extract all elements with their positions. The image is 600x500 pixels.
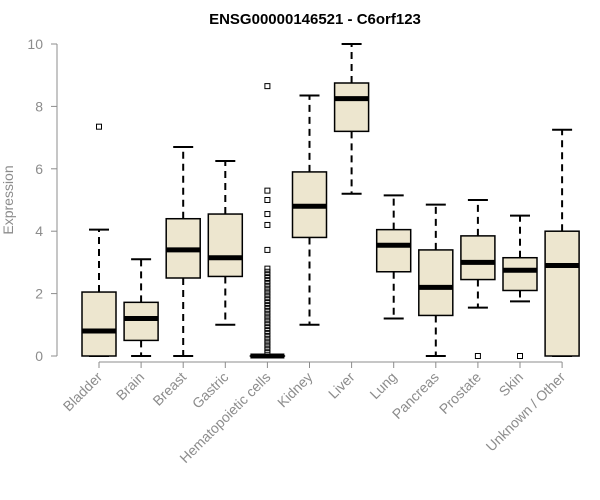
outlier-point [264,221,271,228]
outlier-point [264,187,271,194]
x-tick-label: Lung [366,369,399,402]
outlier-point [264,268,271,275]
y-tick-label: 4 [35,223,43,239]
box-unknown-other [544,128,580,357]
y-tick-label: 10 [27,36,43,52]
x-tick-label: Kidney [274,369,316,411]
outlier-point [264,340,271,347]
x-tick-label: Brain [113,369,147,403]
iqr-box [460,235,496,281]
outlier-point [264,197,271,203]
x-tick-label: Bladder [60,369,106,415]
y-axis: 0 2 4 6 8 10 [27,36,58,364]
outlier-point [264,281,271,288]
outlier-point [264,284,271,291]
y-tick-label: 8 [35,98,43,114]
plot-area [81,43,580,359]
y-tick-label: 2 [35,286,43,302]
x-tick-label: Skin [496,369,527,400]
x-tick-label: Liver [325,369,358,402]
outlier-point [264,275,271,281]
iqr-box [123,301,159,342]
outlier-point [264,271,271,278]
x-tick-label: Pancreas [389,369,442,422]
outlier-point [264,287,271,294]
outlier-point [96,123,102,130]
outlier-point [264,324,271,331]
outlier-point [474,353,481,359]
outlier-point [264,83,271,90]
box-kidney [291,94,328,326]
y-tick-label: 0 [35,348,43,364]
outlier-point [264,334,271,341]
iqr-box [333,82,370,133]
outlier-point [264,349,271,356]
outlier-point [264,246,271,253]
outlier-point [264,306,271,313]
iqr-box [207,213,244,278]
box-skin [502,214,538,359]
outlier-point [264,312,271,319]
box-lung [375,194,412,320]
outlier-point [264,265,271,272]
box-prostate [460,199,496,359]
x-tick-label: Unknown / Other [483,369,569,455]
outlier-point [264,328,271,335]
iqr-box [418,249,454,317]
box-pancreas [418,203,454,357]
iqr-box [502,256,538,292]
outlier-point [264,296,271,303]
iqr-box [81,291,117,357]
outlier-point [264,290,271,297]
outlier-point [264,211,271,218]
outlier-point [264,343,271,350]
box-hematopoietic-cells [249,83,286,359]
outlier-point [264,331,271,338]
x-tick-label: Breast [149,369,189,409]
outlier-point [264,293,271,300]
box-gastric [207,160,244,326]
outlier-point [264,321,271,328]
iqr-box [544,230,580,357]
y-tick-label: 6 [35,161,43,177]
box-breast [165,145,201,357]
outlier-point [264,309,271,316]
outlier-point [264,315,271,322]
outlier-point [517,353,523,359]
box-liver [333,43,370,195]
outlier-point [264,337,271,344]
iqr-box [375,228,412,273]
outlier-point [264,278,271,285]
outlier-point [264,346,271,353]
outlier-point [264,299,271,306]
outlier-point [264,303,271,310]
y-axis-title: Expression [0,165,16,234]
x-tick-label: Prostate [436,369,484,417]
outlier-point [264,318,271,325]
chart-title: ENSG00000146521 - C6orf123 [209,11,421,28]
box-brain [123,258,159,357]
box-bladder [81,123,117,357]
